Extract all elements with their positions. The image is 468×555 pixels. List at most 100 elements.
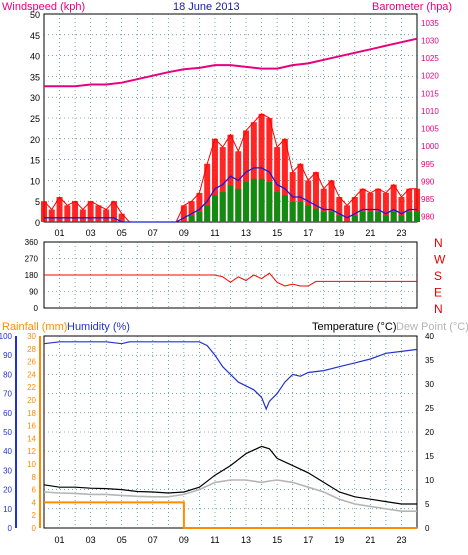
wind-green-bar: [250, 178, 257, 222]
temperature-y-tick: 25: [425, 404, 434, 413]
gust-bar: [79, 209, 86, 222]
gust-bar: [250, 122, 257, 222]
gust-bar: [367, 192, 374, 222]
temperature-y-tick: 10: [425, 476, 434, 485]
wind-x-tick: 07: [148, 228, 158, 238]
temperature-y-tick: 15: [425, 452, 434, 461]
gust-bar: [204, 163, 211, 222]
humidity-y-tick: 90: [3, 351, 12, 360]
gust-bar: [382, 192, 389, 222]
humidity-y-tick: 30: [3, 466, 12, 475]
gust-bar: [297, 163, 304, 222]
barometer-y-tick: 985: [421, 195, 435, 204]
wind-green-bar: [219, 192, 226, 222]
temperature-label: Temperature (°C): [312, 321, 396, 333]
direction-y-tick: 270: [25, 255, 39, 264]
barometer-y-tick: 1030: [421, 36, 439, 45]
direction-letter: N: [434, 302, 443, 316]
gust-bar: [328, 180, 335, 222]
barometer-y-tick: 1020: [421, 72, 439, 81]
rainfall-y-tick: 0: [32, 524, 37, 533]
direction-series: [44, 272, 417, 287]
rainfall-y-tick: 28: [27, 345, 36, 354]
wind-green-bar: [243, 182, 250, 222]
humidity-y-axis: 0 10 20 30 40 50 60 70 80 90 100: [0, 332, 17, 533]
humidity-y-tick: 100: [0, 332, 13, 341]
rainfall-label: Rainfall (mm): [2, 321, 67, 333]
wind-green-bar: [266, 182, 273, 222]
wind-plot-grid: [44, 14, 417, 222]
wind-y-tick: 40: [30, 52, 40, 62]
average-wind-line: [44, 167, 417, 223]
gust-bar: [312, 172, 319, 222]
dewpoint-label: Dew Point (°C): [396, 321, 468, 333]
rainfall-y-tick: 22: [27, 383, 36, 392]
gust-bar: [359, 188, 366, 222]
gust-bar: [398, 197, 405, 222]
rain-plot-grid: [44, 336, 417, 528]
rain-x-tick: 17: [303, 535, 313, 545]
barometer-y-tick: 980: [421, 213, 435, 222]
dewpoint-line: [43, 479, 417, 513]
direction-y-tick: 90: [29, 288, 38, 297]
rainfall-y-tick: 30: [27, 332, 36, 341]
wind-y-axis: 0 5 10 15 20 25 30 35 40 45 50: [30, 10, 40, 228]
barometer-label: Barometer (hpa): [372, 1, 452, 13]
rainfall-y-tick: 6: [32, 486, 37, 495]
wind-x-tick: 09: [179, 228, 189, 238]
rain-x-tick: 15: [272, 535, 282, 545]
rainfall-y-tick: 26: [27, 358, 36, 367]
wind-x-tick: 15: [272, 228, 282, 238]
rain-x-tick: 13: [241, 535, 251, 545]
temperature-y-tick: 30: [425, 380, 434, 389]
barometer-y-tick: 995: [421, 160, 435, 169]
gust-bar: [196, 192, 203, 222]
humidity-y-tick: 10: [3, 505, 12, 514]
wind-green-bar: [297, 202, 304, 222]
wind-y-tick: 5: [35, 197, 40, 207]
wind-green-bar: [227, 185, 234, 222]
wind-green-bar: [320, 212, 327, 222]
humidity-line: [43, 341, 418, 411]
rainfall-y-tick: 18: [27, 409, 36, 418]
temperature-y-axis: 0 5 10 15 20 25 30 35 40: [425, 332, 434, 533]
temperature-y-tick: 5: [425, 500, 430, 509]
wind-y-tick: 30: [30, 93, 40, 103]
gust-bar: [95, 205, 102, 222]
rainfall-y-tick: 8: [32, 473, 37, 482]
gust-bar: [87, 201, 94, 222]
rainfall-line: [44, 501, 417, 529]
wind-green-bar: [328, 212, 335, 222]
rain-x-tick: 21: [365, 535, 375, 545]
gust-bar: [48, 209, 55, 222]
gust-bar: [103, 209, 110, 222]
temperature-line: [43, 445, 417, 505]
wind-green-bar: [336, 215, 343, 222]
wind-green-bar: [375, 212, 382, 222]
direction-line: [44, 272, 417, 287]
gust-bar: [406, 188, 413, 222]
wind-green-bar: [359, 212, 366, 222]
rainfall-y-tick: 20: [27, 396, 36, 405]
gust-line: [43, 113, 417, 223]
wind-x-tick: 21: [365, 228, 375, 238]
gust-bar: [266, 118, 273, 222]
wind-green-bar: [414, 212, 420, 222]
direction-letter: E: [434, 286, 442, 300]
gust-bar: [351, 197, 358, 222]
rain-x-tick: 11: [210, 535, 219, 545]
rainfall-y-tick: 16: [27, 422, 36, 431]
wind-green-bar: [382, 215, 389, 222]
temperature-y-tick: 0: [425, 524, 430, 533]
date-title: 18 June 2013: [173, 1, 240, 13]
gust-bar: [110, 201, 117, 222]
humidity-y-tick: 70: [3, 390, 12, 399]
humidity-y-tick: 40: [3, 447, 12, 456]
rainfall-y-tick: 10: [27, 460, 36, 469]
rain-x-axis: 01 03 05 07 09 11 13 15 17 19 21 23: [55, 535, 407, 545]
humidity-y-tick: 0: [8, 524, 13, 533]
barometer-y-tick: 1025: [421, 54, 439, 63]
wind-green-bar: [211, 195, 218, 222]
